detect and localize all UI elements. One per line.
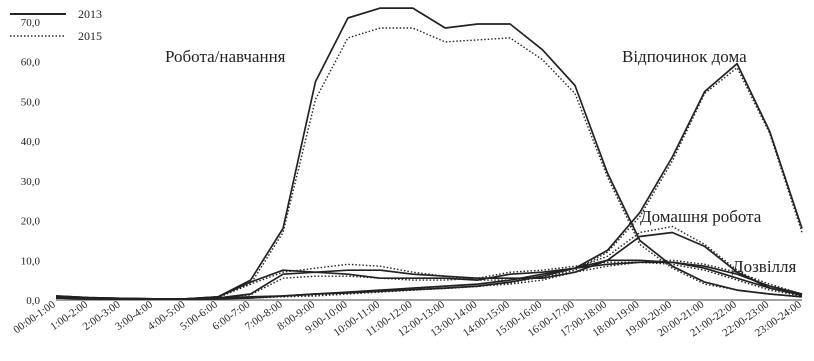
y-axis-ticks: 0,0 10,0 20,0 30,0 40,0 50,0 60,0 70,0	[21, 17, 41, 307]
annotation-rest-home: Відпочинок дома	[622, 47, 747, 66]
series-line-1-2015	[55, 27, 803, 300]
chart-annotations: Робота/навчання Відпочинок дома Домашня …	[165, 47, 797, 276]
chart-legend: 2013 2015	[10, 7, 102, 43]
series-line-4-2015	[55, 259, 803, 300]
y-tick-label: 0,0	[26, 295, 40, 307]
series-line-2-2015	[55, 67, 803, 300]
y-tick-label: 70,0	[21, 17, 41, 29]
series-line-2-2013	[55, 62, 803, 300]
series-line-5-2015	[55, 261, 803, 300]
y-tick-label: 40,0	[21, 136, 41, 148]
y-tick-label: 60,0	[21, 57, 41, 69]
series-line-3-2015	[55, 225, 803, 300]
legend-label-2015: 2015	[78, 29, 102, 43]
y-tick-label: 50,0	[21, 96, 41, 108]
legend-label-2013: 2013	[78, 7, 102, 21]
annotation-housework: Домашня робота	[640, 207, 762, 226]
series-line-5-2013	[55, 261, 803, 301]
y-tick-label: 10,0	[21, 255, 41, 267]
y-tick-label: 30,0	[21, 176, 41, 188]
y-tick-label: 20,0	[21, 216, 41, 228]
x-axis-ticks: 00:00-1:001:00-2:002:00-3:003:00-4:004:0…	[11, 298, 804, 339]
annotation-leisure: Дозвілля	[732, 257, 797, 276]
annotation-work-study: Робота/навчання	[165, 47, 286, 66]
chart-series	[55, 7, 803, 301]
